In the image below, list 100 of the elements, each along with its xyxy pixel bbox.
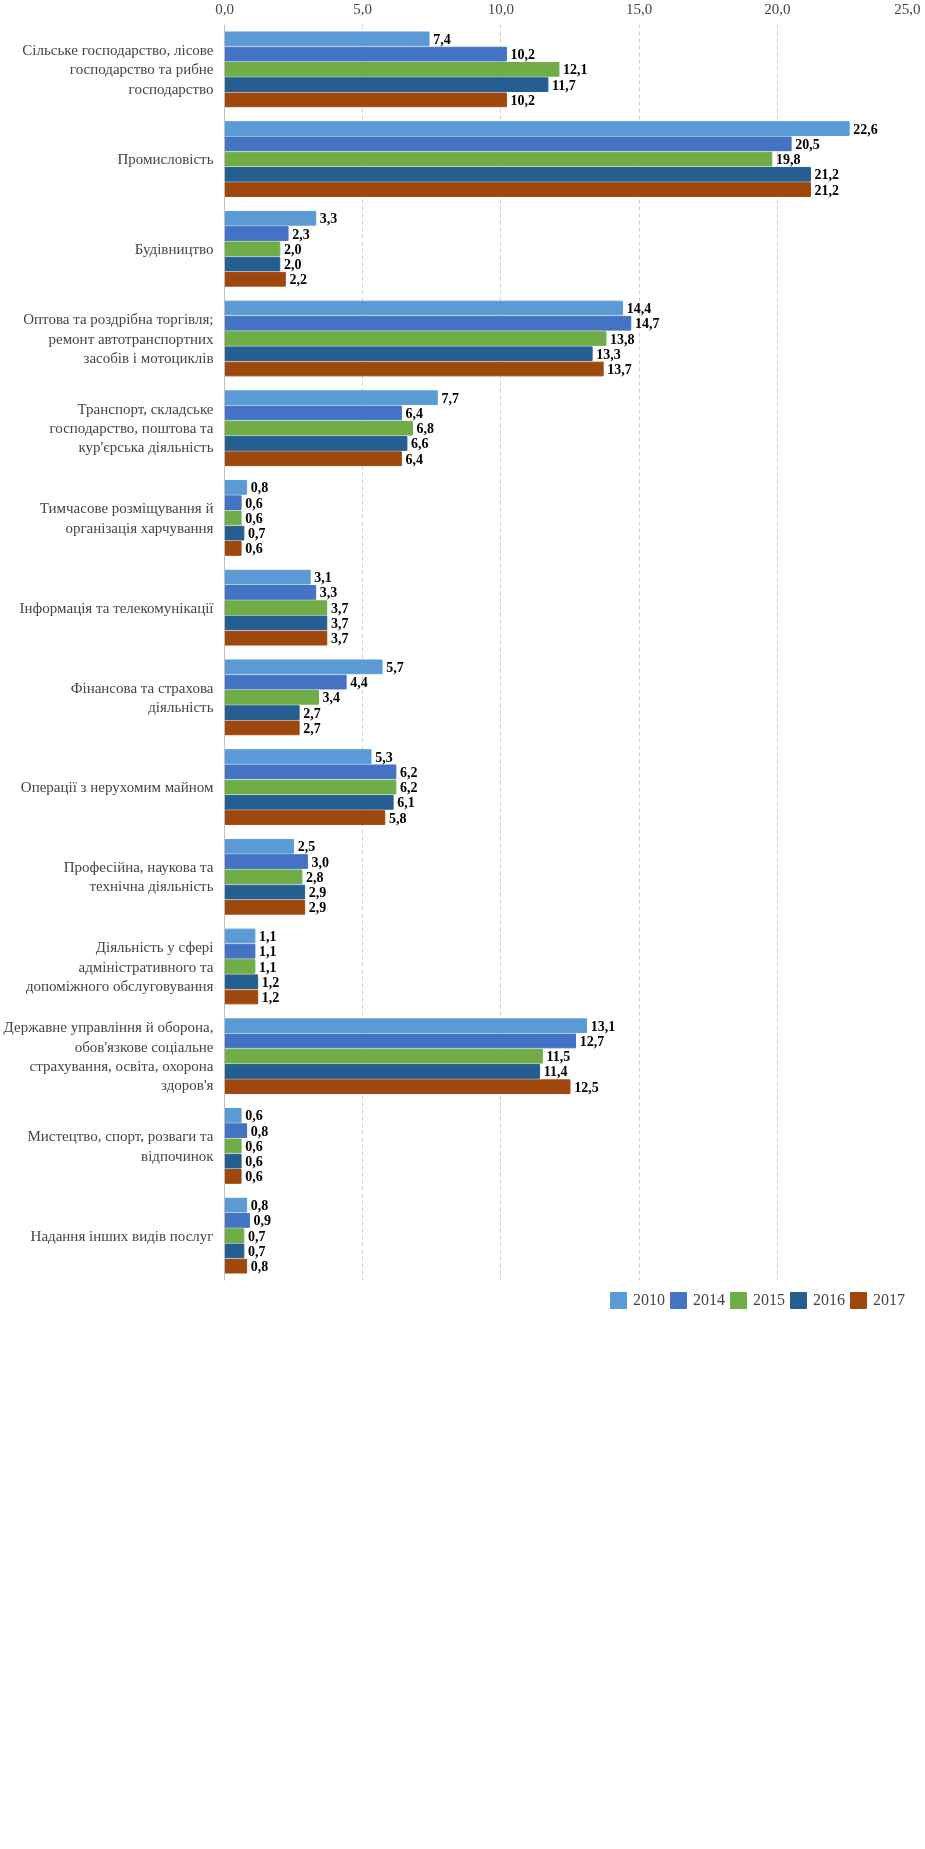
data-label: 6,6 bbox=[411, 436, 429, 452]
bar bbox=[224, 810, 386, 825]
legend-label: 2014 bbox=[693, 1291, 725, 1309]
data-label: 13,7 bbox=[607, 362, 632, 377]
bar bbox=[224, 1123, 248, 1139]
data-label: 0,9 bbox=[253, 1213, 272, 1229]
bar bbox=[224, 689, 319, 705]
data-label: 22,6 bbox=[853, 121, 878, 137]
bar bbox=[224, 1153, 242, 1169]
bar bbox=[224, 1033, 577, 1049]
data-label: 13,1 bbox=[590, 1018, 616, 1034]
data-label: 21,2 bbox=[814, 182, 840, 198]
data-label: 5,7 bbox=[386, 659, 404, 675]
y-tick-label: Операції з нерухомим майном bbox=[20, 779, 215, 796]
data-label: 1,2 bbox=[261, 974, 280, 990]
bar bbox=[224, 480, 248, 495]
legend-label: 2015 bbox=[753, 1291, 785, 1309]
data-label: 11,7 bbox=[552, 77, 576, 93]
data-label: 0,6 bbox=[245, 1108, 263, 1124]
x-tick-label: 5,0 bbox=[353, 0, 373, 17]
data-label: 12,1 bbox=[563, 62, 588, 78]
bar bbox=[224, 764, 397, 780]
data-label: 2,2 bbox=[289, 272, 307, 288]
data-label: 5,3 bbox=[375, 749, 393, 765]
data-label: 0,8 bbox=[250, 1198, 269, 1214]
y-tick-label: Фінансова та страхова діяльність bbox=[70, 679, 214, 715]
bar bbox=[224, 436, 408, 451]
data-label: 3,3 bbox=[319, 585, 338, 601]
legend-label: 2010 bbox=[633, 1291, 665, 1309]
data-label: 1,2 bbox=[261, 990, 280, 1005]
bar bbox=[224, 884, 306, 900]
y-tick-label: Державне управління й оборона, обов'язкове соціальне страхування, освіта, охорона здоров'я bbox=[3, 1019, 214, 1094]
bar bbox=[224, 1258, 248, 1274]
data-label: 6,4 bbox=[405, 451, 424, 467]
data-label: 6,1 bbox=[397, 795, 415, 811]
bar bbox=[224, 838, 295, 854]
bar bbox=[224, 495, 242, 511]
y-tick-label: Діяльність у сфері адміністративного та допоміжного обслуговування bbox=[25, 939, 214, 994]
data-label: 5,8 bbox=[388, 810, 407, 826]
data-label: 2,9 bbox=[308, 900, 327, 916]
bar bbox=[224, 1138, 242, 1154]
data-label: 0,8 bbox=[250, 1259, 269, 1275]
bar bbox=[224, 525, 245, 541]
bar bbox=[224, 136, 792, 152]
bar bbox=[224, 959, 256, 974]
bar bbox=[224, 615, 328, 631]
data-label: 6,2 bbox=[400, 764, 418, 780]
data-label: 0,7 bbox=[247, 1243, 266, 1259]
data-label: 2,0 bbox=[283, 257, 302, 273]
bar bbox=[224, 659, 383, 675]
bar bbox=[224, 315, 632, 331]
x-tick-label: 20,0 bbox=[764, 0, 791, 17]
y-tick-label: Оптова та роздрібна торгівля; ремонт автотранспортних засобів і мотоциклів bbox=[23, 311, 214, 366]
x-tick-label: 10,0 bbox=[487, 0, 515, 17]
x-tick-label: 0,0 bbox=[215, 0, 234, 17]
bar bbox=[224, 210, 317, 226]
y-tick-label: Тимчасове розміщування й організація харчування bbox=[39, 500, 214, 536]
bar bbox=[224, 869, 303, 885]
data-label: 3,4 bbox=[322, 690, 341, 706]
bar bbox=[224, 1064, 541, 1079]
bar bbox=[224, 749, 372, 764]
data-label: 6,2 bbox=[400, 780, 418, 796]
bar bbox=[224, 1079, 571, 1095]
data-label: 2,3 bbox=[292, 226, 310, 242]
bar bbox=[224, 92, 507, 108]
data-label: 6,8 bbox=[416, 421, 435, 437]
y-tick-label: Транспорт, складське господарство, поштова та кур'єрська діяльність bbox=[49, 401, 214, 456]
y-tick-label: Інформація та телекомунікації bbox=[19, 599, 215, 616]
bar bbox=[224, 166, 811, 182]
data-label: 19,8 bbox=[775, 152, 801, 168]
bar bbox=[224, 585, 317, 600]
bar bbox=[224, 1243, 245, 1259]
data-label: 14,4 bbox=[626, 301, 652, 316]
bar bbox=[224, 331, 607, 346]
bar bbox=[224, 541, 242, 556]
data-label: 14,7 bbox=[634, 316, 660, 332]
data-label: 3,1 bbox=[314, 570, 332, 586]
bar bbox=[224, 226, 289, 241]
data-label: 6,4 bbox=[405, 405, 424, 421]
data-label: 2,8 bbox=[306, 869, 324, 885]
bar bbox=[224, 1048, 543, 1064]
y-tick-label: Професійна, наукова та технічна діяльність bbox=[63, 859, 214, 895]
data-label: 13,3 bbox=[596, 346, 621, 362]
data-label: 4,4 bbox=[350, 675, 368, 691]
data-label: 7,7 bbox=[441, 390, 459, 406]
bar bbox=[224, 1197, 248, 1213]
bar bbox=[224, 674, 347, 690]
y-tick-label: Надання інших видів послуг bbox=[30, 1227, 214, 1244]
data-label: 0,6 bbox=[245, 510, 263, 526]
bar bbox=[224, 1018, 588, 1034]
bar bbox=[224, 630, 328, 646]
bar bbox=[224, 779, 397, 795]
data-label: 0,7 bbox=[247, 526, 266, 542]
bar bbox=[224, 569, 311, 585]
data-label: 0,6 bbox=[245, 495, 263, 511]
bar bbox=[224, 794, 394, 810]
data-label: 3,3 bbox=[319, 211, 338, 227]
bar bbox=[224, 989, 259, 1005]
data-label: 1,1 bbox=[259, 929, 277, 944]
bar bbox=[224, 510, 242, 526]
